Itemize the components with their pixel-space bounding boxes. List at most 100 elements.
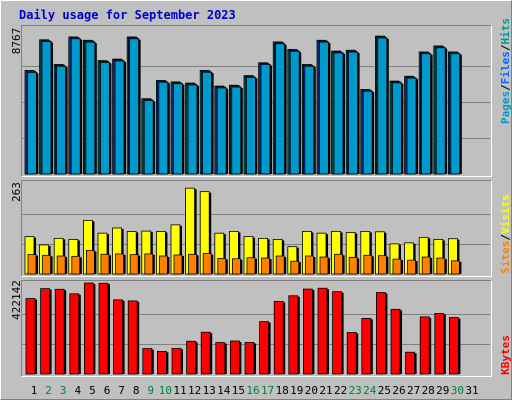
- kbytes-bar: [69, 293, 80, 375]
- legend-sep-2: /: [499, 44, 512, 52]
- kbytes-bar: [40, 288, 50, 375]
- kbytes-bar: [448, 317, 459, 375]
- pages-bar: [245, 77, 256, 175]
- kbytes-bar: [171, 347, 182, 375]
- day-label: 22: [334, 384, 347, 397]
- sites-bar: [290, 260, 300, 275]
- kbytes-bar: [288, 295, 299, 375]
- day-label: 26: [392, 384, 405, 397]
- day-label: 31: [465, 384, 478, 397]
- top-panel-shadow: [21, 25, 492, 177]
- day-label: 15: [232, 384, 245, 397]
- kbytes-bar: [229, 340, 240, 375]
- legend-sep-3: /: [499, 234, 512, 241]
- kbytes-bar: [215, 342, 226, 375]
- kbytes-bar: [317, 287, 328, 375]
- ytick-middle: 263: [10, 182, 23, 202]
- day-label: 16: [246, 384, 259, 397]
- sites-bar: [86, 250, 95, 275]
- ytick-top: 8767: [10, 27, 23, 55]
- pages-bar: [406, 77, 417, 175]
- pages-bar: [216, 87, 227, 175]
- legend-sites: Sites: [499, 240, 512, 274]
- day-label: 20: [305, 384, 318, 397]
- pages-bar: [391, 82, 402, 175]
- kbytes-bar: [84, 282, 94, 375]
- sites-bar: [363, 254, 373, 275]
- sites-bar: [246, 257, 256, 275]
- kbytes-bar: [375, 292, 386, 375]
- day-label: 7: [118, 384, 125, 397]
- kbytes-bar: [113, 299, 123, 375]
- sites-bar: [348, 256, 358, 275]
- sites-bar: [319, 256, 329, 275]
- pages-bar: [435, 47, 446, 175]
- day-label: 8: [133, 384, 140, 397]
- sites-bar: [275, 255, 285, 275]
- legend-kbytes: KBytes: [499, 335, 512, 375]
- day-label: 5: [89, 384, 96, 397]
- bottom-panel-shadow: [21, 280, 492, 377]
- kbytes-bar: [98, 282, 109, 375]
- pages-bar: [348, 51, 359, 175]
- pages-bar: [70, 38, 81, 175]
- sites-bar: [304, 255, 314, 275]
- chart-title: Daily usage for September 2023: [19, 8, 236, 22]
- pages-bar: [362, 90, 373, 175]
- sites-bar: [27, 254, 37, 275]
- day-label: 13: [203, 384, 216, 397]
- pages-bar: [289, 50, 300, 175]
- kbytes-bar: [405, 351, 416, 375]
- sites-bar: [436, 257, 446, 275]
- day-label: 28: [422, 384, 435, 397]
- sites-bar: [421, 256, 431, 275]
- day-label: 25: [378, 384, 391, 397]
- sites-bar: [173, 254, 183, 275]
- kbytes-bar: [419, 316, 430, 375]
- pages-bar: [129, 38, 140, 175]
- pages-bar: [231, 86, 242, 175]
- day-label: 2: [45, 384, 52, 397]
- sites-bar: [42, 254, 51, 275]
- day-label: 23: [349, 384, 362, 397]
- pages-bar: [304, 65, 315, 175]
- sites-bar: [217, 258, 227, 275]
- middle-panel-highlight: [21, 180, 492, 277]
- day-label: 24: [363, 384, 377, 397]
- day-label: 4: [74, 384, 81, 397]
- day-label: 10: [159, 384, 172, 397]
- sites-bar: [231, 258, 241, 275]
- pages-bar: [202, 71, 213, 175]
- legend-sep-1: /: [499, 84, 512, 91]
- day-label: 18: [276, 384, 289, 397]
- middle-panel-shadow: [21, 180, 492, 277]
- day-label: 9: [147, 384, 154, 397]
- day-label: 12: [188, 384, 201, 397]
- kbytes-bar: [273, 300, 284, 375]
- pages-bar: [26, 72, 37, 175]
- day-label: 29: [436, 384, 449, 397]
- sites-bar: [144, 253, 154, 275]
- pages-bar: [56, 65, 66, 175]
- kbytes-bar: [259, 321, 270, 375]
- day-label: 19: [290, 384, 303, 397]
- legend-sites-visits: Sites/Visits: [499, 184, 512, 284]
- day-label: 6: [104, 384, 111, 397]
- pages-bar: [333, 52, 344, 175]
- day-label: 30: [451, 384, 464, 397]
- sites-bar: [407, 259, 417, 275]
- pages-bar: [85, 41, 96, 175]
- pages-bar: [143, 100, 154, 175]
- legend-pages: Pages: [499, 90, 512, 124]
- legend-pages-files-hits: Pages/Files/Hits: [499, 11, 512, 131]
- day-label: 17: [261, 384, 274, 397]
- sites-bar: [392, 258, 402, 275]
- sites-bar: [334, 253, 344, 275]
- day-label: 14: [217, 384, 231, 397]
- day-label: 21: [319, 384, 332, 397]
- legend-hits: Hits: [499, 18, 512, 45]
- kbytes-bar: [54, 288, 65, 375]
- legend-visits: Visits: [499, 194, 512, 234]
